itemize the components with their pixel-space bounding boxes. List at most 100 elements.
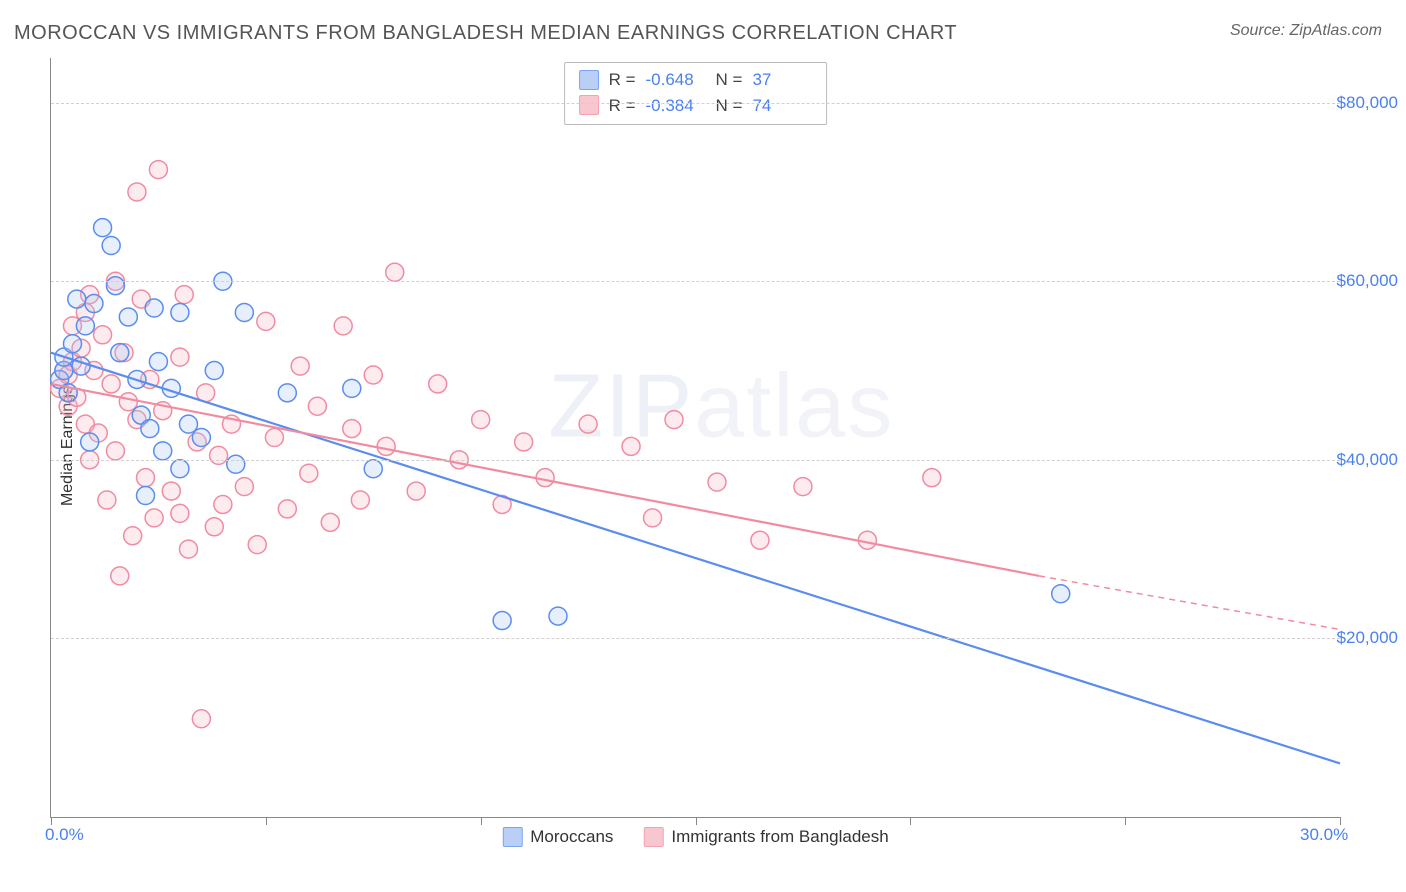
data-point [85,362,103,380]
data-point [145,299,163,317]
data-point [222,415,240,433]
data-point [132,290,150,308]
data-point [98,491,116,509]
chart-svg [51,58,1340,817]
data-point [321,513,339,531]
data-point [63,317,81,335]
data-point [81,286,99,304]
data-point [94,219,112,237]
data-point [175,286,193,304]
data-point [119,393,137,411]
data-point [644,509,662,527]
data-point [205,518,223,536]
data-point [162,482,180,500]
data-point [128,183,146,201]
data-point [154,442,172,460]
data-point [59,384,77,402]
data-point [751,531,769,549]
data-point [472,411,490,429]
data-point [72,357,90,375]
data-point [493,612,511,630]
data-point [59,397,77,415]
x-tick-label: 0.0% [45,825,84,845]
data-point [102,375,120,393]
data-point [923,469,941,487]
data-point [94,326,112,344]
data-point [291,357,309,375]
data-point [137,469,155,487]
data-point [214,495,232,513]
data-point [536,469,554,487]
gridline [51,638,1340,639]
y-tick-label: $20,000 [1337,628,1398,648]
data-point [265,429,283,447]
data-point [119,308,137,326]
y-tick-label: $60,000 [1337,271,1398,291]
legend-swatch-1b [643,827,663,847]
n-label: N = [716,67,743,93]
data-point [257,312,275,330]
data-point [141,420,159,438]
data-point [63,353,81,371]
data-point [115,344,133,362]
data-point [162,379,180,397]
x-tick [481,817,482,825]
trendline-extension [1039,576,1340,630]
correlation-row-0: R = -0.648 N = 37 [579,67,813,93]
data-point [1052,585,1070,603]
x-tick [910,817,911,825]
x-tick [696,817,697,825]
watermark: ZIPatlas [548,356,894,459]
data-point [192,429,210,447]
gridline [51,103,1340,104]
data-point [55,362,73,380]
data-point [106,277,124,295]
chart-title: MOROCCAN VS IMMIGRANTS FROM BANGLADESH M… [14,22,957,45]
data-point [55,362,73,380]
watermark-thin: atlas [694,357,894,457]
x-tick [1340,817,1341,825]
data-point [76,415,94,433]
x-tick-label: 30.0% [1300,825,1348,845]
data-point [128,370,146,388]
data-point [132,406,150,424]
data-point [81,433,99,451]
n-value-1: 74 [752,93,812,119]
legend-swatch-0 [579,70,599,90]
data-point [188,433,206,451]
data-point [68,388,86,406]
legend-label-1: Immigrants from Bangladesh [671,827,888,847]
data-point [76,303,94,321]
gridline [51,281,1340,282]
data-point [549,607,567,625]
data-point [106,442,124,460]
data-point [278,500,296,518]
trendline [51,384,1039,576]
data-point [278,384,296,402]
y-tick-label: $80,000 [1337,93,1398,113]
n-label: N = [716,93,743,119]
data-point [407,482,425,500]
data-point [179,540,197,558]
r-value-0: -0.648 [646,67,706,93]
correlation-row-1: R = -0.384 N = 74 [579,93,813,119]
chart-container: MOROCCAN VS IMMIGRANTS FROM BANGLADESH M… [0,0,1406,892]
data-point [665,411,683,429]
data-point [579,415,597,433]
r-label: R = [609,67,636,93]
n-value-0: 37 [752,67,812,93]
data-point [141,370,159,388]
data-point [300,464,318,482]
data-point [137,487,155,505]
data-point [102,237,120,255]
data-point [149,353,167,371]
data-point [68,290,86,308]
data-point [386,263,404,281]
data-point [89,424,107,442]
r-label: R = [609,93,636,119]
data-point [76,317,94,335]
gridline [51,460,1340,461]
data-point [364,460,382,478]
data-point [227,455,245,473]
data-point [205,362,223,380]
